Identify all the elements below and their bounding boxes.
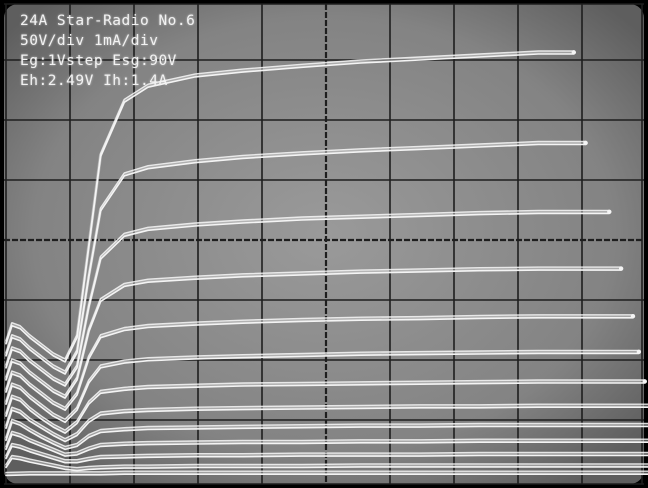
plate-curve-1 <box>5 53 575 363</box>
plate-curve-8 <box>4 404 648 442</box>
plate-curve-11 <box>4 443 648 463</box>
plate-curve-8 <box>5 403 648 440</box>
plate-curve-2 <box>5 140 587 372</box>
tube-title: 24A Star-Radio No.6 <box>20 13 196 29</box>
plate-curve-1 <box>5 50 575 360</box>
plate-curve-9 <box>5 421 648 451</box>
plate-curve-4 <box>4 266 623 399</box>
trace-end-marker-1 <box>571 50 577 55</box>
plate-curve-12 <box>4 455 648 471</box>
grid-voltage-readout: Eg:1Vstep Esg:90V <box>20 53 177 69</box>
plate-curve-12 <box>5 457 648 472</box>
plate-curve-8 <box>5 406 648 443</box>
plate-curve-10 <box>5 433 648 457</box>
trace-family <box>4 50 648 477</box>
plate-curve-5 <box>4 314 635 411</box>
plate-curve-13 <box>5 473 648 477</box>
plate-curve-2 <box>4 141 588 374</box>
plate-curve-6 <box>5 352 640 424</box>
scale-readout: 50V/div 1mA/div <box>20 33 159 49</box>
plate-curve-7 <box>4 379 647 434</box>
trace-end-marker-2 <box>583 140 588 146</box>
plate-curve-13 <box>5 470 648 474</box>
plate-curve-11 <box>5 442 648 461</box>
plate-curve-4 <box>5 269 622 399</box>
trace-end-marker-5 <box>630 314 636 319</box>
trace-end-marker-6 <box>636 349 642 355</box>
plate-curve-7 <box>5 379 646 431</box>
plate-curve-9 <box>4 419 648 450</box>
trace-end-marker-4 <box>618 266 624 271</box>
plate-curve-3 <box>4 210 611 386</box>
plate-curve-3 <box>5 209 610 384</box>
plate-curve-10 <box>4 431 648 457</box>
trace-end-marker-3 <box>607 209 612 214</box>
plate-curve-4 <box>5 266 622 396</box>
plate-curve-2 <box>5 143 587 375</box>
plate-curve-10 <box>5 430 648 454</box>
plate-curve-6 <box>4 350 641 423</box>
screen-face <box>4 4 644 484</box>
plate-curve-5 <box>5 317 634 412</box>
plate-curve-9 <box>5 418 648 448</box>
plate-curve-7 <box>5 382 646 434</box>
plate-curve-11 <box>5 445 648 464</box>
trace-end-marker-7 <box>642 379 647 384</box>
plate-curve-6 <box>5 349 640 421</box>
plate-curve-13 <box>4 471 648 476</box>
plate-curve-3 <box>5 212 611 387</box>
heater-readout: Eh:2.49V Ih:1.4A <box>20 73 168 89</box>
plate-curve-12 <box>5 454 648 469</box>
plate-curve-5 <box>5 314 634 408</box>
